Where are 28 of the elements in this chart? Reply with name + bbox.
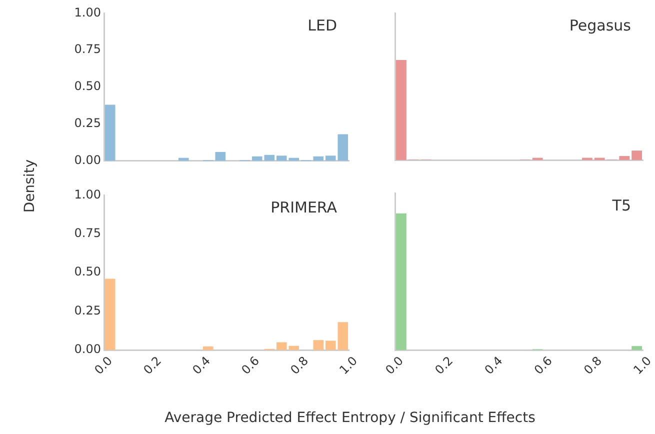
x-tick-label: 0.4	[482, 354, 506, 378]
y-tick-label: 0.50	[74, 264, 101, 279]
y-tick-label: 0.00	[74, 152, 101, 167]
y-tick-label: 0.50	[74, 79, 101, 94]
y-tick-label: 1.00	[74, 5, 101, 20]
chart-title: T5	[611, 196, 631, 214]
x-tick-label: 0.2	[140, 354, 164, 378]
chart-title: LED	[308, 16, 337, 35]
x-axis-title: Average Predicted Effect Entropy / Significant Effects	[164, 410, 536, 426]
chart-title: PRIMERA	[270, 198, 338, 217]
y-tick-label: 0.75	[74, 42, 101, 56]
y-tick-label: 0.75	[74, 226, 101, 240]
x-tick-label: 0.8	[581, 354, 604, 378]
x-tick-label: 1.0	[336, 354, 360, 378]
x-tick-label: 0.6	[531, 354, 555, 378]
y-axis-title: Density	[22, 158, 38, 215]
y-tick-label: 0.00	[74, 342, 101, 356]
y-tick-label: 0.25	[74, 303, 101, 318]
y-tick-label: 0.25	[74, 116, 101, 130]
y-tick-label: 1.00	[74, 187, 101, 202]
x-tick-label: 0.0	[92, 354, 116, 378]
x-tick-label: 1.0	[630, 354, 654, 378]
chart-title: Pegasus	[569, 16, 632, 34]
x-tick-label: 0.6	[238, 354, 262, 378]
x-tick-label: 0.0	[382, 354, 406, 378]
x-tick-label: 0.8	[288, 354, 312, 378]
x-tick-label: 0.2	[432, 354, 456, 378]
x-tick-label: 0.4	[190, 354, 214, 378]
